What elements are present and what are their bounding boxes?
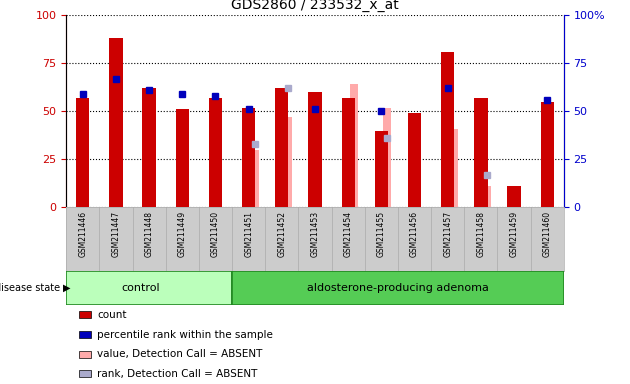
Bar xyxy=(341,98,355,207)
Text: GSM211456: GSM211456 xyxy=(410,210,419,257)
Bar xyxy=(79,370,91,377)
Text: GSM211452: GSM211452 xyxy=(277,210,286,257)
Text: GSM211447: GSM211447 xyxy=(112,210,120,257)
Bar xyxy=(176,109,189,207)
Bar xyxy=(441,52,454,207)
Text: rank, Detection Call = ABSENT: rank, Detection Call = ABSENT xyxy=(97,369,258,379)
Text: value, Detection Call = ABSENT: value, Detection Call = ABSENT xyxy=(97,349,263,359)
Text: percentile rank within the sample: percentile rank within the sample xyxy=(97,330,273,340)
Bar xyxy=(383,108,391,207)
Bar xyxy=(375,131,388,207)
Text: GSM211446: GSM211446 xyxy=(78,210,87,257)
Bar xyxy=(450,129,458,207)
Bar xyxy=(507,186,521,207)
Bar xyxy=(474,98,488,207)
Text: GSM211458: GSM211458 xyxy=(476,210,485,257)
Text: GSM211459: GSM211459 xyxy=(510,210,518,257)
Bar xyxy=(275,88,289,207)
Text: GSM211455: GSM211455 xyxy=(377,210,386,257)
Text: GSM211454: GSM211454 xyxy=(344,210,353,257)
Bar xyxy=(232,271,564,305)
Bar xyxy=(350,84,358,207)
Text: GSM211460: GSM211460 xyxy=(543,210,552,257)
Text: ▶: ▶ xyxy=(63,283,71,293)
Bar xyxy=(209,98,222,207)
Bar xyxy=(79,311,91,318)
Bar xyxy=(142,88,156,207)
Text: GSM211448: GSM211448 xyxy=(145,210,154,257)
Text: GSM211457: GSM211457 xyxy=(444,210,452,257)
Text: count: count xyxy=(97,310,127,320)
Bar xyxy=(79,331,91,338)
Text: GSM211451: GSM211451 xyxy=(244,210,253,257)
Bar xyxy=(541,102,554,207)
Bar xyxy=(79,351,91,358)
Text: GSM211453: GSM211453 xyxy=(311,210,319,257)
Text: aldosterone-producing adenoma: aldosterone-producing adenoma xyxy=(307,283,489,293)
Text: GSM211449: GSM211449 xyxy=(178,210,186,257)
Bar xyxy=(66,271,232,305)
Text: control: control xyxy=(122,283,160,293)
Bar xyxy=(251,150,259,207)
Bar xyxy=(109,38,123,207)
Text: GSM211450: GSM211450 xyxy=(211,210,220,257)
Bar xyxy=(284,117,292,207)
Bar xyxy=(408,113,421,207)
Text: GDS2860 / 233532_x_at: GDS2860 / 233532_x_at xyxy=(231,0,399,12)
Bar xyxy=(76,98,89,207)
Text: disease state: disease state xyxy=(0,283,63,293)
Bar xyxy=(242,108,255,207)
Bar xyxy=(308,92,322,207)
Bar xyxy=(483,186,491,207)
